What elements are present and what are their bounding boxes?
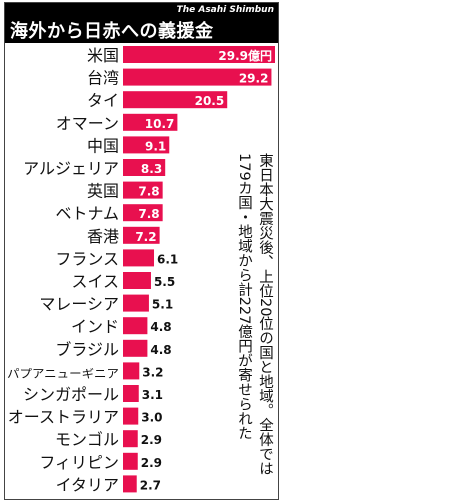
bar: [123, 475, 137, 493]
value-label: 8.3: [141, 162, 162, 176]
value-label: 2.7: [140, 478, 161, 492]
value-label: 3.1: [142, 388, 163, 402]
category-label: モンゴル: [55, 430, 119, 449]
value-label: 10.7: [145, 117, 175, 131]
bar: [123, 181, 163, 199]
bar: [123, 362, 140, 380]
category-label: アルジェリア: [23, 159, 119, 178]
credit-line: The Asahi Shimbun: [176, 5, 274, 15]
value-label: 5.1: [152, 298, 173, 312]
category-label: オーストラリア: [8, 408, 119, 427]
value-label: 20.5: [195, 94, 225, 108]
value-label: 3.0: [141, 411, 162, 425]
chart-header: 海外から日赤への義援金 The Asahi Shimbun: [5, 3, 278, 43]
category-label: シンガポール: [23, 385, 119, 404]
bar: [123, 68, 272, 86]
category-label: ブラジル: [55, 340, 119, 359]
value-label: 6.1: [157, 252, 178, 266]
category-label: オマーン: [56, 114, 119, 133]
value-label: 7.8: [138, 185, 159, 199]
value-label: 4.8: [150, 320, 171, 334]
value-label: 7.8: [138, 207, 159, 221]
bar: [123, 452, 138, 470]
value-label: 2.9: [141, 456, 162, 470]
chart-panel: 海外から日赤への義援金 The Asahi Shimbun 米国 29.9億円台湾…: [4, 2, 279, 500]
bar: [123, 385, 139, 402]
value-label: 3.2: [142, 365, 163, 379]
category-label: 英国: [87, 182, 119, 201]
value-label: 29.9億円: [218, 48, 272, 63]
chart-note: 東日本大震災後、上位20位の国と地域。全体では179カ国・地域から計227億円が…: [236, 153, 273, 476]
category-label: スイス: [71, 272, 119, 291]
value-label: 9.1: [145, 139, 166, 153]
category-label: イタリア: [56, 475, 119, 494]
category-label: マレーシア: [39, 295, 119, 314]
category-label: 中国: [87, 136, 119, 155]
value-label: 7.2: [135, 230, 156, 244]
category-label: 米国: [87, 46, 119, 65]
category-label: フランス: [55, 249, 119, 268]
category-label: フィリピン: [39, 453, 119, 472]
value-label: 4.8: [150, 343, 171, 357]
bar: [123, 294, 149, 312]
chart-title: 海外から日赤への義援金: [10, 21, 214, 42]
bar: [123, 430, 138, 448]
value-label: 5.5: [154, 275, 175, 289]
category-label: ベトナム: [55, 204, 119, 223]
bar: [123, 339, 148, 357]
bar: [123, 204, 163, 222]
bar: [123, 46, 275, 63]
bar: [123, 226, 160, 244]
bar: [123, 249, 155, 267]
value-label: 29.2: [239, 72, 269, 86]
bar: [123, 136, 170, 154]
category-label: インド: [71, 317, 119, 336]
bar: [123, 91, 228, 109]
value-label: 2.9: [141, 433, 162, 447]
bar: [123, 317, 148, 335]
category-label: 香港: [87, 227, 119, 246]
bar: [123, 272, 151, 289]
category-label: タイ: [87, 91, 119, 110]
category-label: パプアニューギニア: [7, 366, 119, 380]
bar: [123, 113, 178, 131]
category-label: 台湾: [87, 69, 119, 88]
bar: [123, 159, 166, 176]
bar: [123, 407, 139, 425]
